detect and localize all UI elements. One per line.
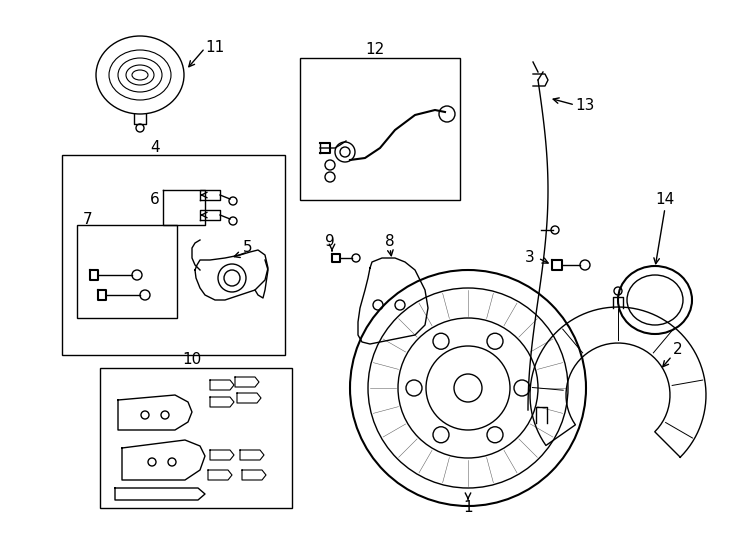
Text: 10: 10 xyxy=(182,353,202,368)
Text: 8: 8 xyxy=(385,234,395,249)
Text: 5: 5 xyxy=(243,240,252,254)
Text: 13: 13 xyxy=(575,98,595,112)
Text: 9: 9 xyxy=(325,234,335,249)
Text: 12: 12 xyxy=(366,43,385,57)
Text: 4: 4 xyxy=(150,140,160,156)
Bar xyxy=(300,58,460,200)
Text: 6: 6 xyxy=(150,192,160,207)
Bar xyxy=(100,368,292,508)
Text: 1: 1 xyxy=(463,501,473,516)
Text: 14: 14 xyxy=(655,192,675,207)
Bar xyxy=(62,155,285,355)
Text: 3: 3 xyxy=(525,251,535,266)
Bar xyxy=(77,225,177,318)
Text: 11: 11 xyxy=(206,40,225,56)
Text: 7: 7 xyxy=(83,213,92,227)
Text: 2: 2 xyxy=(673,342,683,357)
